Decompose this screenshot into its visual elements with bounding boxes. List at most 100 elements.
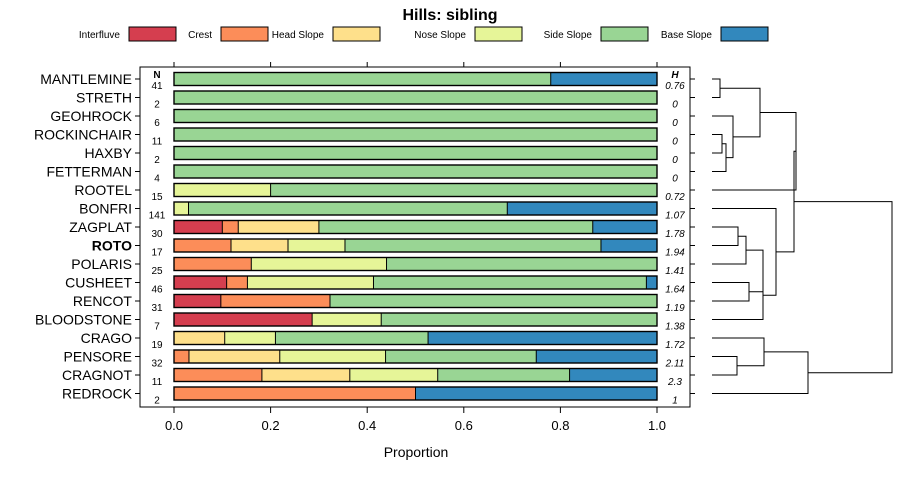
x-axis-label: Proportion [384, 444, 449, 460]
bar-outline [173, 330, 658, 346]
bar-segment-head-slope [261, 368, 350, 382]
row-roto: ROTO 17 1.94 [92, 238, 695, 259]
legend-label-1: Crest [188, 30, 212, 41]
dendrogram-branch [712, 351, 809, 394]
row-h: 0.76 [665, 81, 685, 92]
dendrogram [712, 78, 893, 394]
bar-segment-nose-slope [251, 257, 387, 271]
legend-swatch-2 [332, 26, 381, 42]
bar-segment-side-slope [174, 128, 657, 141]
h-column-header: H [671, 70, 679, 81]
row-label: ROTO [92, 238, 132, 254]
row-n: 11 [152, 377, 163, 388]
n-column-header: N [153, 70, 160, 81]
bar-segment-head-slope [238, 220, 319, 234]
row-label: GEOHROCK [50, 108, 132, 124]
row-rootel: ROOTEL 15 0.72 [74, 182, 695, 203]
bar-segment-crest [220, 294, 331, 308]
row-n: 15 [151, 192, 163, 203]
bar-outline [173, 219, 658, 235]
legend-label-2: Head Slope [272, 30, 325, 41]
bar-segment-nose-slope [174, 183, 271, 197]
dendrogram-branch [712, 282, 750, 302]
bar-outline [173, 367, 658, 383]
x-tick-label-4: 0.8 [551, 418, 569, 433]
row-h: 1.07 [665, 211, 685, 222]
bar-segment-side-slope [386, 257, 657, 271]
bar-segment-base-slope [415, 387, 657, 400]
bar-outline [173, 71, 658, 87]
legend-swatch-4 [600, 26, 649, 42]
bar-segment-side-slope [373, 276, 647, 289]
row-h: 1 [672, 396, 678, 407]
bar-segment-interfluve [174, 313, 313, 326]
row-label: HAXBY [85, 145, 133, 161]
bar-segment-nose-slope [224, 331, 276, 345]
bar-segment-nose-slope [349, 368, 438, 382]
row-h: 2.3 [667, 377, 682, 388]
legend-swatch-0 [128, 26, 177, 42]
bar-outline [173, 90, 658, 105]
bar-segment-side-slope [188, 202, 508, 215]
row-mantlemine: MANTLEMINE 41 0.76 [40, 71, 695, 92]
legend-label-5: Base Slope [661, 30, 713, 41]
plot-frame [139, 66, 691, 408]
bar-outline [173, 312, 658, 327]
row-h: 0 [672, 100, 678, 111]
dendrogram-branch [712, 235, 747, 265]
bar-segment-side-slope [381, 313, 657, 326]
bar-segment-head-slope [230, 239, 288, 252]
row-label: CUSHEET [65, 275, 132, 291]
bar-segment-side-slope [385, 350, 537, 363]
row-h: 1.94 [665, 248, 685, 259]
row-n: 2 [154, 155, 160, 166]
bar-segment-crest [174, 257, 252, 271]
bar-segment-crest [174, 387, 416, 400]
row-n: 31 [151, 303, 163, 314]
row-h: 1.72 [665, 340, 685, 351]
bar-segment-base-slope [646, 276, 657, 289]
dendrogram-branch [712, 143, 727, 172]
bar-segment-side-slope [344, 239, 601, 252]
bar-segment-side-slope [174, 165, 657, 178]
row-n: 17 [151, 248, 163, 259]
bar-segment-side-slope [330, 294, 657, 308]
bar-segment-head-slope [188, 350, 280, 363]
row-h: 0.72 [665, 192, 685, 203]
row-n: 2 [154, 396, 160, 407]
bar-segment-side-slope [275, 331, 429, 345]
bar-outline [173, 349, 658, 364]
dendrogram-branch [776, 150, 796, 253]
bar-segment-side-slope [437, 368, 570, 382]
bar-segment-side-slope [174, 72, 551, 86]
row-n: 11 [152, 137, 163, 148]
dendrogram-branch [712, 134, 723, 154]
bar-segment-base-slope [507, 202, 657, 215]
bar-segment-base-slope [536, 350, 657, 363]
x-tick-label-2: 0.4 [358, 418, 376, 433]
row-n: 4 [154, 174, 160, 185]
row-rockinchair: ROCKINCHAIR 11 0 [34, 127, 695, 148]
row-h: 0 [672, 137, 678, 148]
row-label: BONFRI [79, 201, 132, 217]
bar-outline [173, 164, 658, 179]
bar-outline [173, 201, 658, 216]
chart-title: Hills: sibling [402, 7, 497, 24]
bar-outline [173, 108, 658, 124]
bar-outline [173, 293, 658, 309]
row-label: POLARIS [71, 256, 132, 272]
row-label: RENCOT [73, 293, 133, 309]
bar-segment-interfluve [174, 220, 223, 234]
x-tick-label-3: 0.6 [455, 418, 473, 433]
bar-segment-interfluve [174, 294, 221, 308]
row-h: 0 [672, 174, 678, 185]
row-h: 1.78 [665, 229, 685, 240]
bar-segment-crest [226, 276, 248, 289]
bar-segment-side-slope [174, 109, 657, 123]
row-label: ROOTEL [74, 182, 132, 198]
row-streth: STRETH 2 0 [76, 90, 695, 111]
row-label: FETTERMAN [46, 164, 132, 180]
row-label: ZAGPLAT [69, 219, 132, 235]
